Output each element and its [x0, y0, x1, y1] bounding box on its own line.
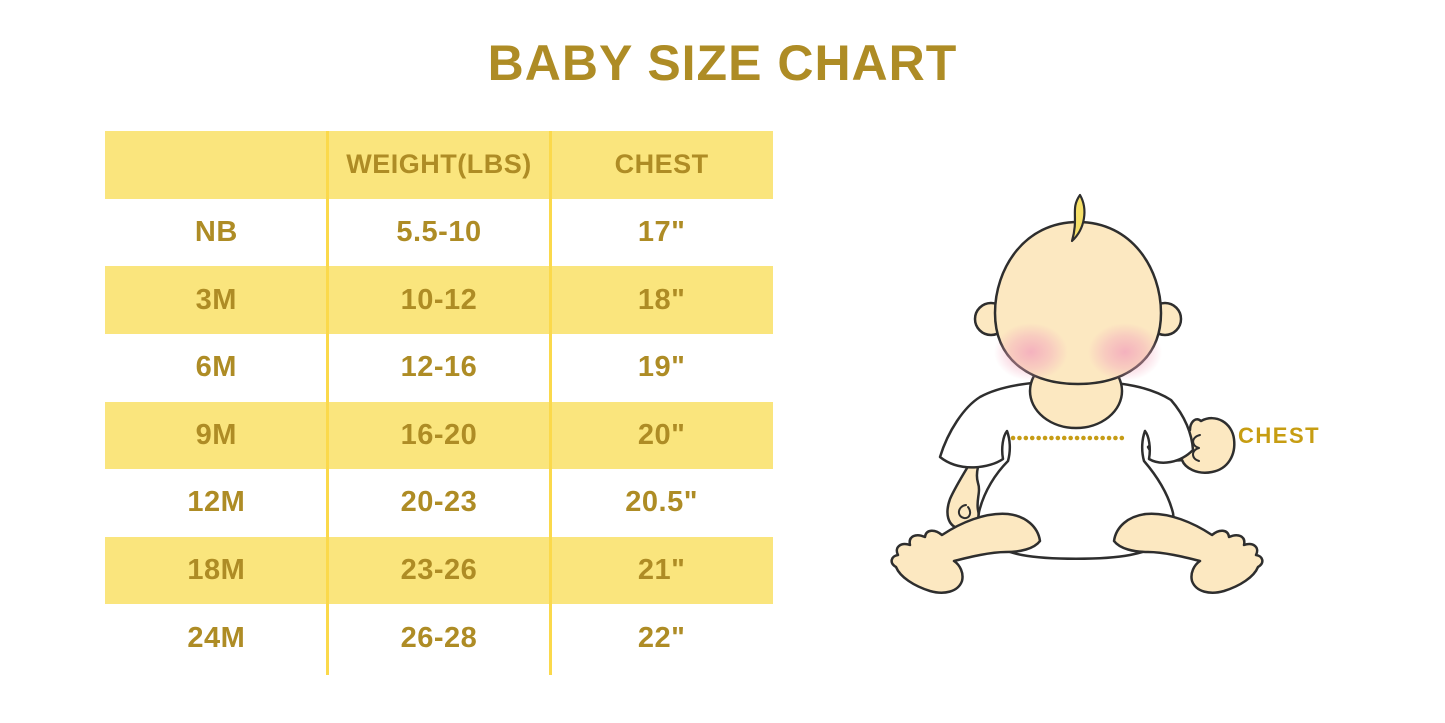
cell-weight: 20-23: [400, 486, 478, 519]
table-row: 6M 12-16 19": [105, 333, 773, 402]
cell-chest: 20.5": [625, 486, 698, 519]
size-table: WEIGHT(LBS) CHEST NB 5.5-10 17" 3M 10-12…: [105, 131, 773, 675]
baby-right-leg: [1112, 512, 1264, 594]
baby-cheek-right: [1088, 323, 1162, 381]
cell-chest: 19": [637, 351, 686, 384]
column-divider: [549, 131, 552, 675]
cell-weight: 23-26: [400, 554, 478, 587]
header-cell-chest: CHEST: [614, 149, 709, 180]
table-row: 3M 10-12 18": [105, 266, 773, 334]
cell-chest: 22": [637, 621, 686, 654]
table-row: 18M 23-26 21": [105, 536, 773, 605]
page-title: BABY SIZE CHART: [487, 35, 958, 91]
column-divider: [326, 131, 329, 675]
cell-size: 12M: [187, 486, 246, 519]
cell-weight: 12-16: [400, 351, 478, 384]
cell-size: 18M: [187, 554, 246, 587]
cell-size: 9M: [195, 418, 237, 451]
header-cell-weight: WEIGHT(LBS): [346, 149, 532, 180]
baby-left-leg: [890, 512, 1042, 594]
table-header-row: WEIGHT(LBS) CHEST: [105, 131, 773, 199]
cell-weight: 5.5-10: [396, 215, 482, 248]
table-row: NB 5.5-10 17": [105, 198, 773, 267]
baby-cheek-left: [994, 323, 1068, 381]
baby-illustration: [890, 193, 1264, 594]
cell-weight: 16-20: [400, 418, 478, 451]
cell-weight: 10-12: [400, 283, 478, 316]
table-row: 9M 16-20 20": [105, 401, 773, 470]
cell-chest: 17": [637, 215, 686, 248]
table-row: 24M 26-28 22": [105, 604, 773, 672]
cell-size: 3M: [195, 283, 237, 316]
table-row: 12M 20-23 20.5": [105, 469, 773, 537]
baby-left-hand-finger: [958, 504, 972, 520]
cell-chest: 20": [637, 418, 686, 451]
cell-size: 6M: [195, 351, 237, 384]
baby-hair-curl: [1070, 193, 1086, 243]
cell-chest: 18": [637, 283, 686, 316]
cell-weight: 26-28: [400, 621, 478, 654]
cell-chest: 21": [637, 554, 686, 587]
cell-size: NB: [194, 215, 238, 248]
chest-label: CHEST: [1238, 423, 1321, 448]
cell-size: 24M: [187, 621, 246, 654]
